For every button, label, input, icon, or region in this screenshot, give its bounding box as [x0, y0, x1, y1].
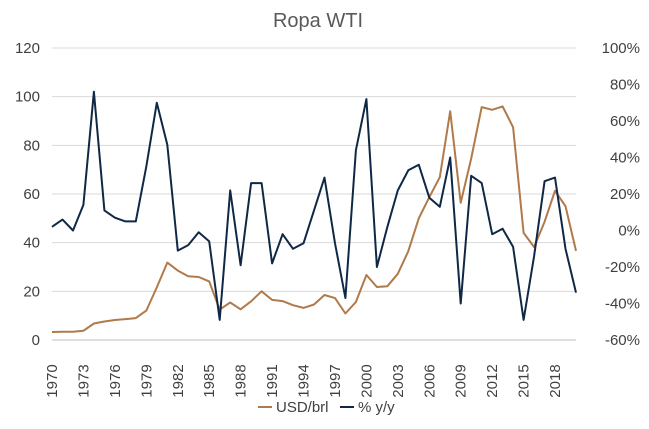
right-tick-label: 20%: [610, 186, 640, 203]
x-tick-label: 1994: [296, 364, 313, 397]
right-tick-label: 0%: [618, 223, 640, 240]
x-tick-label: 1988: [233, 364, 250, 397]
right-tick-label: 60%: [610, 113, 640, 130]
left-tick-label: 20: [23, 283, 40, 300]
x-tick-label: 2000: [358, 364, 375, 397]
left-axis-ticks: 0 20 40 60 80 100 120: [15, 40, 40, 349]
right-tick-label: -40%: [605, 296, 640, 313]
x-tick-label: 1970: [44, 364, 61, 397]
chart-title: Ropa WTI: [273, 10, 363, 32]
x-tick-label: 1979: [138, 364, 155, 397]
x-tick-label: 1976: [107, 364, 124, 397]
right-tick-label: 80%: [610, 77, 640, 94]
x-tick-label: 1997: [327, 364, 344, 397]
right-tick-label: 40%: [610, 150, 640, 167]
left-tick-label: 60: [23, 186, 40, 203]
series-line-usd-brl: [51, 105, 577, 333]
x-tick-label: 2012: [484, 364, 501, 397]
x-tick-label: 2015: [516, 364, 533, 397]
x-tick-label: 1982: [170, 364, 187, 397]
x-tick-label: 1991: [264, 364, 281, 397]
legend-item-pct-yy-label: % y/y: [358, 399, 395, 416]
left-tick-label: 120: [15, 40, 40, 57]
right-tick-label: 100%: [602, 40, 640, 57]
x-tick-label: 2006: [421, 364, 438, 397]
right-tick-label: -20%: [605, 259, 640, 276]
x-tick-label: 1985: [201, 364, 218, 397]
series-lines: [51, 90, 577, 333]
x-tick-label: 1973: [75, 364, 92, 397]
x-tick-label: 2009: [453, 364, 470, 397]
x-tick-label: 2003: [390, 364, 407, 397]
gridlines: [52, 47, 576, 292]
left-tick-label: 40: [23, 235, 40, 252]
left-tick-label: 80: [23, 137, 40, 154]
right-axis-ticks: -60% -40% -20% 0% 20% 40% 60% 80% 100%: [602, 40, 640, 349]
left-tick-label: 0: [32, 332, 40, 349]
x-axis-ticks: 1970 1973 1976 1979 1982 1985 1988 1991 1994 1997…: [44, 364, 564, 397]
series-line-pct-yy: [51, 90, 577, 321]
legend: USD/brl % y/y: [258, 399, 395, 416]
right-tick-label: -60%: [605, 332, 640, 349]
legend-item-usd-brl-label: USD/brl: [276, 399, 329, 416]
left-tick-label: 100: [15, 89, 40, 106]
x-tick-label: 2018: [547, 364, 564, 397]
